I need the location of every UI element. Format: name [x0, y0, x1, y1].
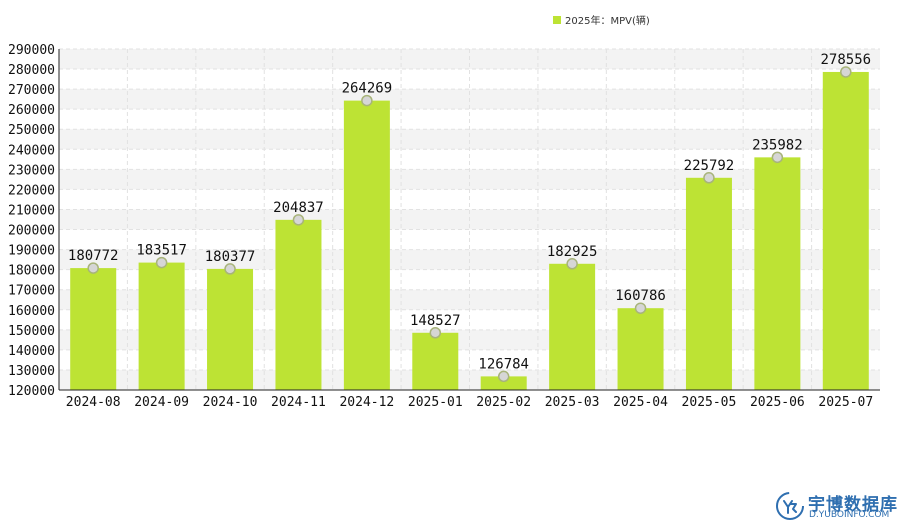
watermark-url: D.YUBOINFO.COM [809, 510, 890, 520]
bar [207, 268, 254, 390]
data-label: 180377 [205, 249, 256, 265]
y-tick-label: 280000 [8, 63, 55, 78]
data-labels: 180772 183517 180377 204837 264269 148527 1267… [68, 52, 871, 372]
y-tick-label: 150000 [8, 324, 55, 339]
bar [412, 332, 459, 390]
y-tick-label: 270000 [8, 83, 55, 98]
x-tick-label: 2025-07 [818, 395, 873, 410]
bar-marker [703, 172, 715, 184]
x-tick-label: 2025-03 [545, 395, 600, 410]
y-tick-label: 190000 [8, 244, 55, 259]
data-label: 235982 [752, 137, 803, 153]
legend-label: 2025年：MPV(辆) [565, 16, 650, 27]
y-tick-label: 290000 [8, 43, 55, 58]
bar [343, 100, 390, 391]
x-tick-label: 2025-06 [750, 395, 805, 410]
y-tick-label: 220000 [8, 183, 55, 198]
x-tick-label: 2024-08 [66, 395, 121, 410]
data-label: 183517 [136, 243, 187, 259]
y-tick-label: 210000 [8, 203, 55, 218]
bar-marker [429, 327, 442, 339]
x-tick-label: 2024-11 [271, 395, 326, 410]
bar [138, 262, 185, 390]
y-tick-label: 170000 [8, 284, 55, 299]
bar-marker [634, 302, 647, 314]
y-axis-ticks: 120000 130000 140000 150000 160000 170000 1800… [8, 43, 55, 399]
y-tick-label: 230000 [8, 163, 55, 178]
legend-swatch [553, 15, 561, 24]
bar-marker [566, 258, 578, 270]
y-tick-label: 160000 [8, 304, 55, 319]
bar [549, 263, 596, 390]
y-tick-label: 180000 [8, 264, 55, 279]
gridlines [59, 48, 880, 390]
x-tick-label: 2024-12 [339, 395, 394, 410]
bar-marker [840, 66, 852, 78]
bar-marker [224, 263, 236, 275]
bar [70, 268, 117, 390]
bar-marker [155, 256, 168, 269]
bar [275, 219, 322, 390]
bar [685, 177, 732, 390]
data-label: 264269 [342, 81, 393, 97]
data-label: 180772 [68, 248, 119, 264]
watermark: 宇博数据库 D.YUBOINFO.COM [775, 491, 897, 523]
bar-marker [361, 94, 373, 107]
x-tick-label: 2025-01 [408, 395, 463, 410]
x-tick-label: 2024-09 [134, 395, 189, 410]
y-tick-label: 140000 [8, 344, 55, 359]
x-tick-label: 2024-10 [203, 395, 258, 410]
bar-marker [497, 370, 510, 383]
bar [822, 71, 869, 390]
data-label: 182925 [547, 244, 598, 260]
y-tick-label: 200000 [8, 224, 55, 239]
bar-marker [771, 151, 784, 164]
data-label: 126784 [478, 356, 529, 372]
bar [617, 308, 664, 390]
y-tick-label: 240000 [8, 143, 55, 158]
y-tick-label: 120000 [8, 384, 55, 399]
watermark-name: 宇博数据库 [808, 495, 898, 515]
y-tick-label: 130000 [8, 364, 55, 379]
bar-marker [87, 262, 99, 274]
y-tick-label: 250000 [8, 123, 55, 138]
x-axis-ticks: 2024-08 2024-09 2024-10 2024-11 2024-12 2025-… [66, 395, 873, 410]
data-label: 204837 [273, 200, 324, 216]
yubo-logo-icon [776, 492, 804, 520]
data-label: 225792 [684, 158, 735, 174]
legend[interactable]: 2025年：MPV(辆) [553, 12, 650, 27]
x-tick-label: 2025-04 [613, 395, 668, 410]
data-label: 148527 [410, 313, 461, 329]
bars [70, 66, 869, 391]
bar [754, 157, 801, 390]
axes [58, 49, 880, 391]
bar [480, 376, 527, 390]
y-tick-label: 260000 [8, 103, 55, 118]
data-label: 278556 [821, 52, 872, 68]
bar-marker [292, 214, 305, 226]
x-tick-label: 2025-05 [682, 395, 737, 410]
data-label: 160786 [615, 288, 666, 304]
x-tick-label: 2025-02 [476, 395, 531, 410]
